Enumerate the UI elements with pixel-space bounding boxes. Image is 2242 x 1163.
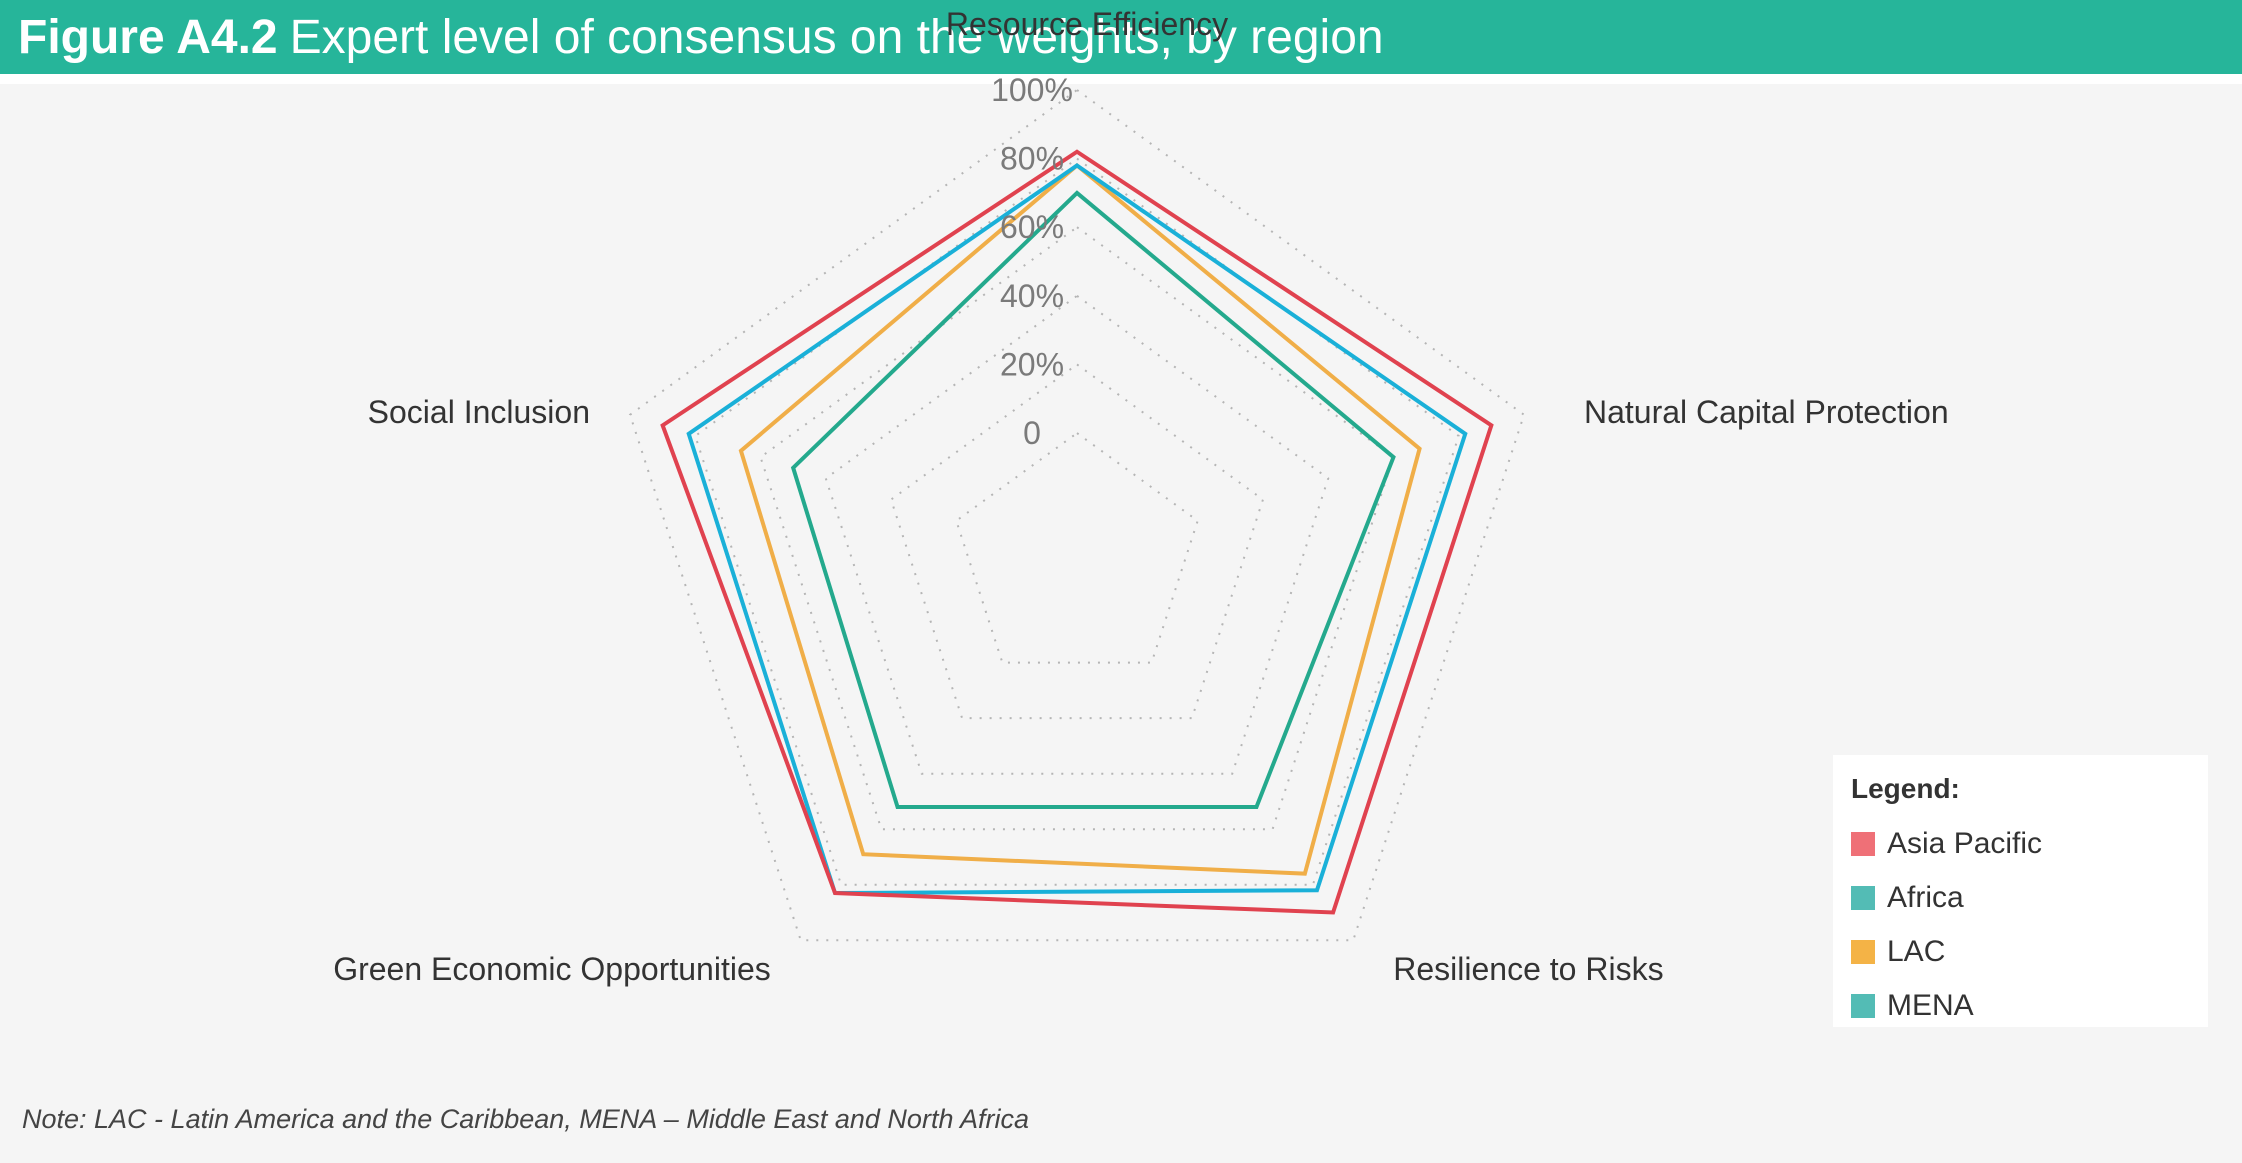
grid-ring bbox=[824, 294, 1330, 775]
legend-swatch bbox=[1851, 994, 1875, 1018]
legend-swatch bbox=[1851, 886, 1875, 910]
tick-label: 100% bbox=[991, 72, 1073, 108]
legend-item-asia-pacific: Asia Pacific bbox=[1851, 817, 2190, 871]
axis-label-green-economic-opportunities: Green Economic Opportunities bbox=[333, 951, 771, 987]
legend-label: LAC bbox=[1887, 935, 1946, 968]
grid-ring bbox=[628, 88, 1526, 942]
legend-swatch bbox=[1851, 940, 1875, 964]
legend-item-africa: Africa bbox=[1851, 871, 2190, 925]
radar-axis-labels: Resource Efficiency Natural Capital Prote… bbox=[333, 6, 1948, 987]
legend-item-mena: MENA bbox=[1851, 979, 2190, 1033]
figure-number: Figure A4.2 bbox=[18, 10, 278, 64]
tick-label: 80% bbox=[1000, 141, 1064, 177]
legend-swatch bbox=[1851, 832, 1875, 856]
series-line-asia-pacific bbox=[660, 149, 1494, 915]
legend-label: Asia Pacific bbox=[1887, 827, 2043, 860]
axis-label-resource-efficiency: Resource Efficiency bbox=[946, 6, 1228, 42]
series-line-africa bbox=[686, 163, 1468, 896]
tick-label: 20% bbox=[1000, 346, 1064, 382]
radar-series bbox=[660, 149, 1494, 915]
legend-label: Africa bbox=[1887, 881, 1964, 914]
tick-label: 0 bbox=[1023, 415, 1041, 451]
tick-label: 40% bbox=[1000, 278, 1064, 314]
legend-label: MENA bbox=[1887, 989, 1974, 1022]
figure-title-bar: Figure A4.2 Expert level of consensus on… bbox=[0, 0, 2242, 74]
series-line-lac bbox=[738, 162, 1422, 876]
legend-item-lac: LAC bbox=[1851, 925, 2190, 979]
axis-label-social-inclusion: Social Inclusion bbox=[368, 394, 590, 430]
legend-title: Legend: bbox=[1851, 773, 1960, 804]
legend-items: Asia Pacific Africa LAC MENA bbox=[1851, 817, 2190, 1033]
figure-note: Note: LAC - Latin America and the Caribb… bbox=[22, 1104, 1029, 1134]
grid-ring bbox=[889, 363, 1265, 720]
series-line-mena bbox=[790, 190, 1396, 810]
radar-grid bbox=[628, 88, 1526, 942]
chart-legend: Legend: Asia Pacific Africa LAC MENA bbox=[1833, 755, 2208, 1027]
axis-label-natural-capital-protection: Natural Capital Protection bbox=[1584, 394, 1949, 430]
tick-label: 60% bbox=[1000, 209, 1064, 245]
radar-tick-labels: 0 20% 40% 60% 80% 100% bbox=[991, 72, 1073, 451]
figure-title: Expert level of consensus on the weights… bbox=[289, 10, 1384, 64]
grid-ring bbox=[955, 431, 1199, 664]
axis-label-resilience-to-risks: Resilience to Risks bbox=[1393, 951, 1663, 987]
